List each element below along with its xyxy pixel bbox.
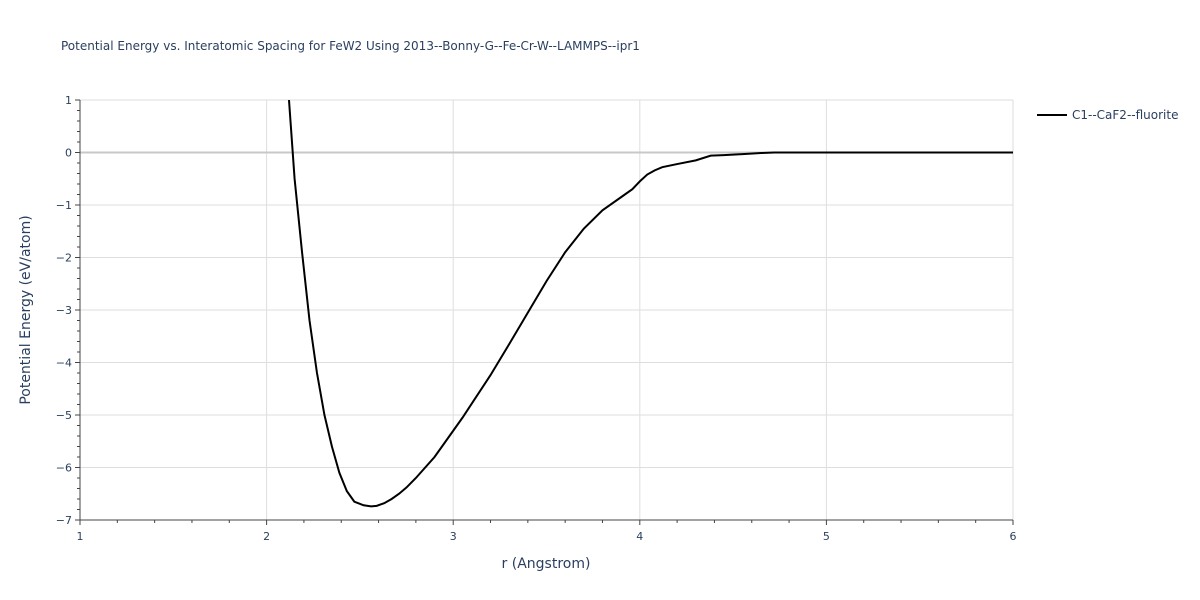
series-line [287,100,1013,508]
y-tick-label: −5 [56,409,72,422]
y-tick-label: −6 [56,462,72,475]
chart-title: Potential Energy vs. Interatomic Spacing… [61,39,640,53]
y-tick-label: 0 [65,147,72,160]
x-tick-label: 3 [450,530,457,543]
x-tick-label: 5 [823,530,830,543]
series-layer [287,100,1013,508]
x-tick-label: 6 [1010,530,1017,543]
x-tick-label: 4 [636,530,643,543]
axes-layer: 1 2 3 4 5 6 1 0 −1 −2 −3 −4 −5 −6 −7 [56,94,1017,543]
x-axis-title: r (Angstrom) [502,556,591,572]
legend: C1--CaF2--fluorite [1037,108,1178,122]
grid-layer [80,99,1014,520]
y-tick-label: −3 [56,304,72,317]
y-tick-label: 1 [65,94,72,107]
y-tick-label: −2 [56,252,72,265]
legend-label: C1--CaF2--fluorite [1072,108,1178,122]
y-tick-label: −4 [56,357,72,370]
y-tick-label: −1 [56,199,72,212]
y-axis-title: Potential Energy (eV/atom) [18,215,34,404]
x-tick-label: 2 [263,530,270,543]
x-tick-label: 1 [77,530,84,543]
y-tick-label: −7 [56,514,72,527]
